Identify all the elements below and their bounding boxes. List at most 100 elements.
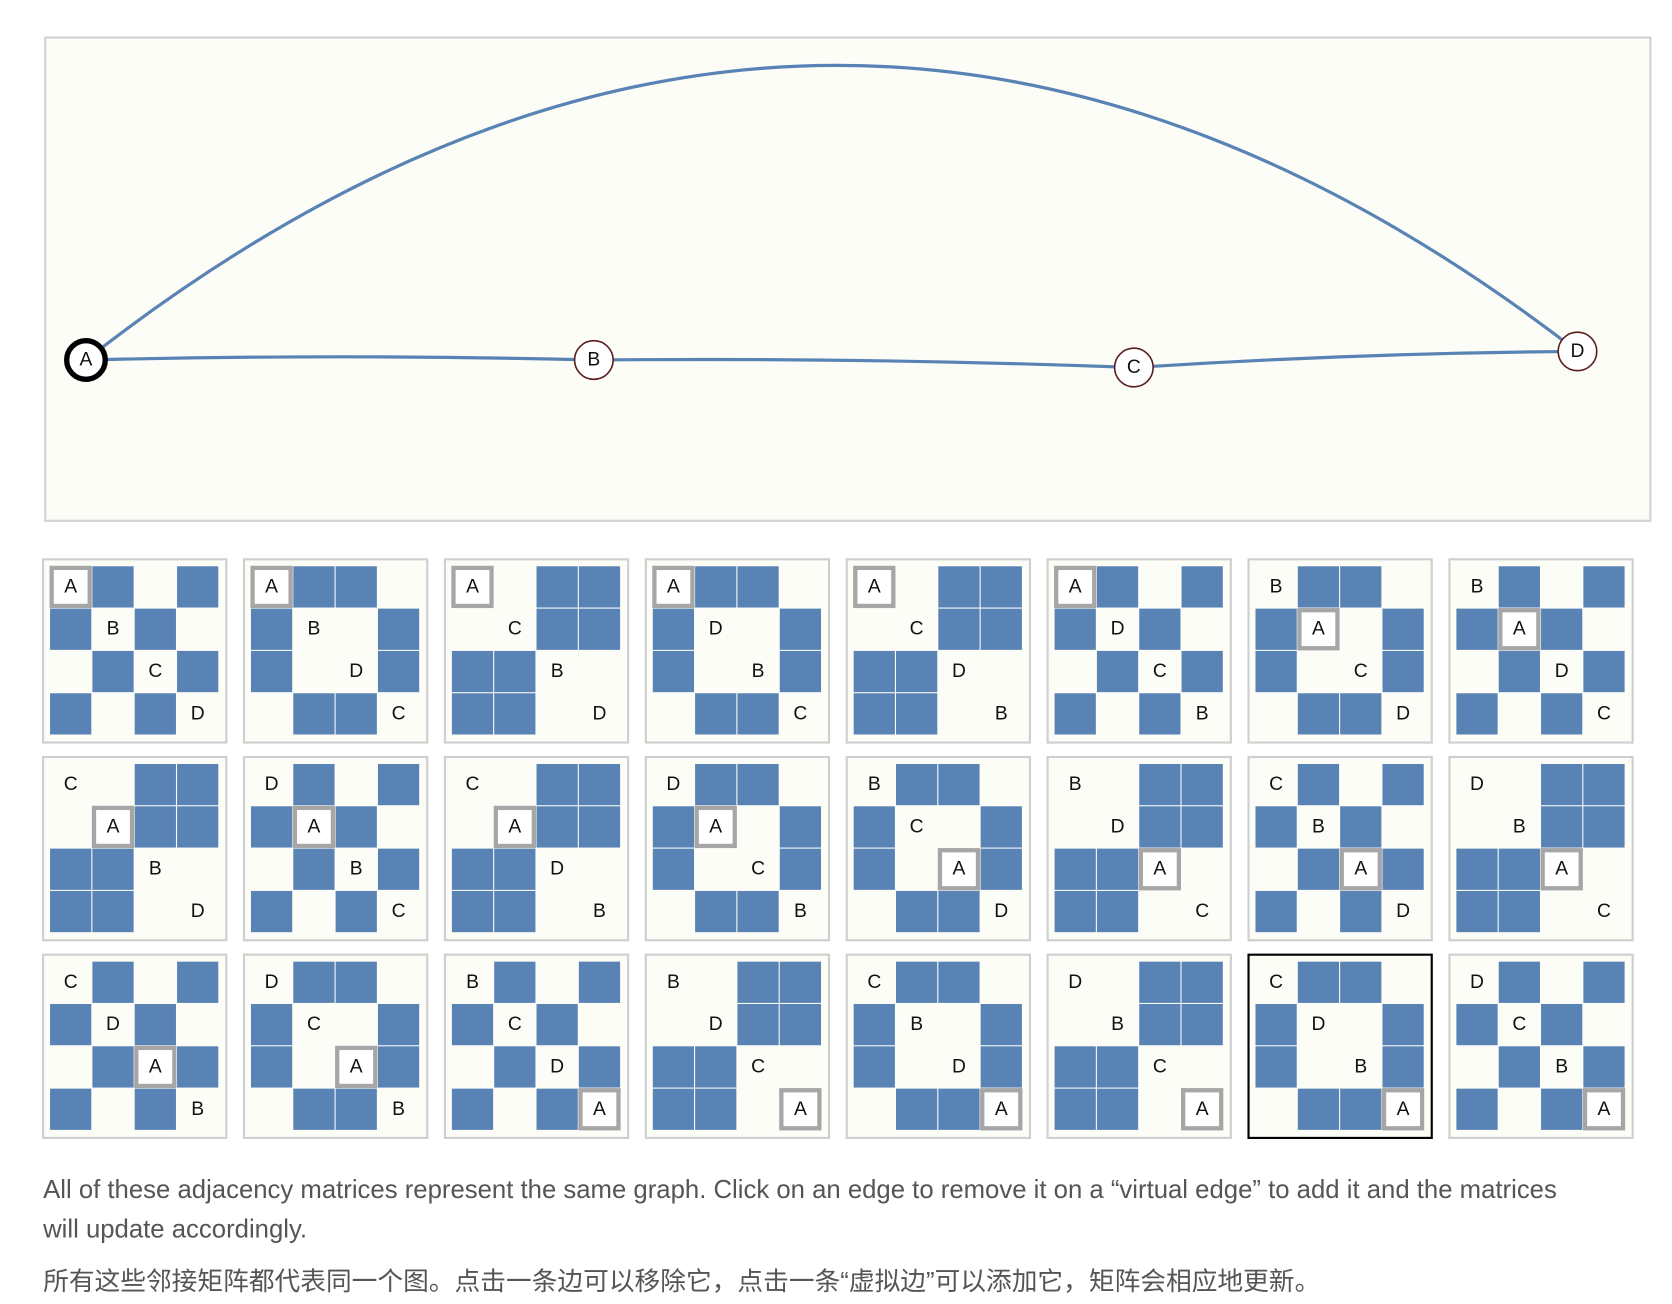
node-label: A: [80, 350, 93, 371]
edge[interactable]: [1133, 349, 1578, 370]
cell: [451, 693, 494, 735]
diag-label: A: [1598, 1099, 1611, 1120]
diag-label: D: [265, 972, 279, 993]
diag-highlight: [1297, 608, 1340, 651]
matrix[interactable]: B A D C: [1448, 558, 1634, 744]
cell: [1181, 806, 1223, 848]
diag-label: B: [107, 619, 120, 640]
diag-label: C: [64, 972, 78, 993]
cell: [1382, 608, 1424, 650]
cell: [1054, 1088, 1096, 1130]
cell: [293, 848, 335, 890]
cell: [377, 1003, 420, 1046]
cell: [652, 608, 695, 650]
node[interactable]: [1113, 347, 1154, 388]
diag-label: A: [107, 816, 120, 837]
cell: [536, 566, 578, 608]
edge[interactable]: [593, 357, 1134, 370]
node[interactable]: [573, 339, 614, 381]
diag-label: C: [466, 774, 480, 795]
diag-highlight: [1181, 1088, 1224, 1131]
matrix[interactable]: D B A C: [1448, 755, 1634, 942]
diag-label: A: [995, 1099, 1008, 1120]
diag-label: B: [995, 703, 1008, 724]
matrix[interactable]: C A D B: [443, 755, 630, 942]
diag-label: A: [1069, 576, 1082, 597]
matrix[interactable]: A C B D: [443, 558, 630, 744]
diag-label: C: [1597, 901, 1611, 922]
matrix[interactable]: A B D C: [242, 558, 429, 744]
edge[interactable]: [84, 63, 1579, 362]
diag-highlight: [1381, 1088, 1425, 1131]
cell: [335, 693, 377, 735]
matrix[interactable]: B A C D: [1247, 558, 1433, 744]
matrix[interactable]: C D A B: [42, 953, 228, 1139]
cell: [896, 650, 938, 693]
cell: [177, 566, 219, 608]
caption-box: All of these adjacency matrices represen…: [43, 1175, 1557, 1296]
cell: [335, 566, 377, 608]
cell: [494, 961, 536, 1003]
diag-label: C: [1354, 661, 1368, 682]
cell: [1096, 566, 1139, 608]
diag-highlight: [91, 805, 135, 849]
cell: [50, 608, 92, 650]
cell: [377, 763, 420, 806]
matrix[interactable]: D C A B: [242, 953, 429, 1139]
diag-label: C: [793, 703, 807, 724]
diag-label: B: [794, 901, 807, 922]
edge[interactable]: [85, 355, 594, 362]
cell: [1255, 650, 1297, 693]
cell: [1583, 961, 1625, 1003]
cell: [578, 566, 621, 608]
cell: [779, 608, 821, 650]
cell: [293, 566, 335, 608]
matrix[interactable]: B D A C: [1046, 755, 1232, 942]
matrix[interactable]: B D C A: [644, 953, 831, 1139]
matrix[interactable]: D C B A: [1448, 953, 1634, 1139]
cell: [1498, 1046, 1540, 1088]
matrix[interactable]: A D B C: [644, 558, 831, 744]
cell: [896, 693, 938, 735]
diag-label: A: [667, 576, 680, 597]
cell: [377, 848, 420, 890]
cell: [1498, 890, 1540, 933]
diag-label: C: [1269, 972, 1283, 993]
matrix[interactable]: B C A D: [845, 755, 1032, 942]
cell: [1541, 608, 1583, 650]
diag-highlight: [853, 565, 896, 609]
cell: [1583, 650, 1625, 693]
matrix[interactable]: C D B A: [1247, 953, 1433, 1139]
cell: [853, 1046, 895, 1088]
cell: [1297, 566, 1340, 608]
node[interactable]: [1557, 331, 1598, 372]
node[interactable]: [63, 338, 108, 382]
cell: [578, 1046, 621, 1088]
matrix[interactable]: B C D A: [443, 953, 630, 1139]
diag-label: B: [1312, 816, 1325, 837]
diag-label: B: [1471, 576, 1484, 597]
cell: [250, 890, 293, 933]
matrix[interactable]: C A B D: [42, 755, 228, 942]
cell: [980, 1003, 1022, 1046]
cell: [1541, 693, 1583, 735]
matrix[interactable]: A D C B: [1046, 558, 1232, 744]
cell: [1340, 806, 1382, 848]
cell: [451, 848, 494, 890]
cell: [652, 806, 695, 848]
diag-label: C: [64, 774, 78, 795]
matrix[interactable]: C B A D: [1247, 755, 1433, 942]
matrix[interactable]: C B D A: [845, 953, 1032, 1139]
matrix[interactable]: D A B C: [242, 755, 429, 942]
matrix[interactable]: D B C A: [1046, 953, 1232, 1139]
matrix[interactable]: A B C D: [42, 558, 228, 744]
diag-label: C: [508, 1014, 522, 1035]
cell: [853, 650, 895, 693]
cell: [177, 806, 219, 848]
diag-highlight: [493, 805, 536, 849]
matrix[interactable]: D A C B: [644, 755, 831, 942]
diag-label: C: [1153, 1056, 1167, 1077]
matrix[interactable]: A C D B: [845, 558, 1032, 744]
cell: [92, 848, 134, 890]
